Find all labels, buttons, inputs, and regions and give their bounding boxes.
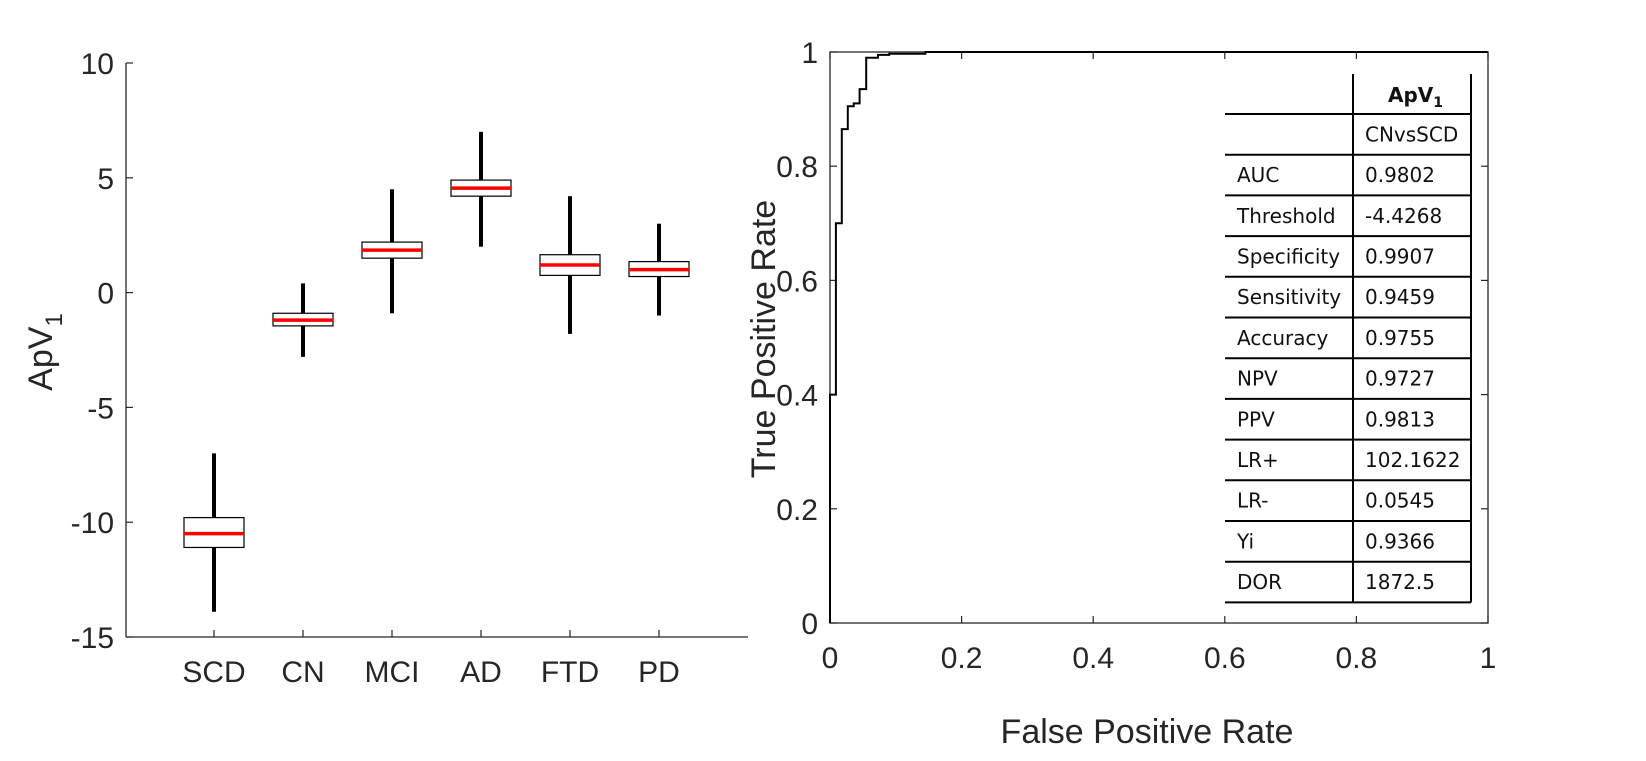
metrics-table-row-value: 102.1622 bbox=[1365, 448, 1460, 472]
box-plot-ticks: 10 5 0 -5 -10 -15 SCD CN MCI AD FTD PD bbox=[71, 48, 680, 689]
box-plot-marks bbox=[183, 131, 690, 612]
box-plot-y-tick-label: -5 bbox=[87, 392, 114, 425]
metrics-table-row-label: NPV bbox=[1237, 367, 1278, 391]
metrics-table-row-label: Accuracy bbox=[1237, 326, 1328, 350]
box-pd bbox=[628, 223, 690, 316]
metrics-table-row-value: 0.9366 bbox=[1365, 529, 1435, 553]
box-scd bbox=[183, 453, 245, 612]
roc-x-tick-label: 0.8 bbox=[1336, 642, 1378, 675]
roc-plot-ticks: 0 0.2 0.4 0.6 0.8 1 0 0.2 0.4 0.6 0.8 1 bbox=[776, 37, 1496, 675]
roc-y-tick-label: 0.6 bbox=[776, 265, 818, 298]
roc-plot-x-axis-label: False Positive Rate bbox=[1001, 713, 1294, 751]
roc-x-tick-label: 0 bbox=[822, 642, 839, 675]
box-plot-y-axis-label-subscript: 1 bbox=[41, 313, 68, 326]
box-plot-y-tick-label: 5 bbox=[97, 163, 114, 196]
roc-plot: 0 0.2 0.4 0.6 0.8 1 0 0.2 0.4 0.6 0.8 1 False Posit… bbox=[745, 37, 1496, 751]
box-plot-y-tick-label: -10 bbox=[71, 507, 114, 540]
box-plot-x-tick-label: CN bbox=[281, 656, 324, 689]
metrics-table-subheader: CNvsSCD bbox=[1365, 122, 1458, 146]
metrics-table-row-label: Specificity bbox=[1237, 244, 1340, 268]
metrics-table-row-label: AUC bbox=[1237, 163, 1279, 187]
metrics-table-row-label: PPV bbox=[1237, 407, 1275, 431]
metrics-table-header-subscript: 1 bbox=[1433, 95, 1443, 111]
metrics-table-row-label: Sensitivity bbox=[1237, 285, 1341, 309]
metrics-table-row-value: 0.9459 bbox=[1365, 285, 1435, 309]
roc-x-tick-label: 0.6 bbox=[1204, 642, 1246, 675]
box-cn bbox=[272, 283, 334, 357]
metrics-table-row-value: 1872.5 bbox=[1365, 570, 1435, 594]
metrics-table-background bbox=[1225, 74, 1471, 603]
roc-y-tick-label: 0.4 bbox=[776, 380, 818, 413]
metrics-table-header-main: ApV bbox=[1388, 83, 1434, 107]
roc-curve bbox=[829, 51, 1488, 623]
metrics-table-row-label: Threshold bbox=[1236, 204, 1336, 228]
metrics-table: ApV1 CNvsSCD AUC 0.9802 Threshold -4.4268 Spec… bbox=[1225, 74, 1472, 604]
box-plot-y-axis-label-main: ApV bbox=[22, 326, 60, 391]
metrics-table-row-value: -4.4268 bbox=[1365, 204, 1442, 228]
roc-y-tick-label: 0.8 bbox=[776, 151, 818, 184]
metrics-table-row-value: 0.9813 bbox=[1365, 407, 1435, 431]
metrics-table-row-value: 0.9907 bbox=[1365, 244, 1435, 268]
metrics-table-row-value: 0.9727 bbox=[1365, 367, 1435, 391]
roc-x-tick-label: 0.2 bbox=[941, 642, 983, 675]
metrics-table-row-label: Yi bbox=[1236, 529, 1254, 553]
box-plot-y-tick-label: -15 bbox=[71, 622, 114, 655]
metrics-table-row-label: DOR bbox=[1237, 570, 1282, 594]
box-plot-y-axis-label: ApV1 bbox=[22, 313, 68, 391]
box-plot-y-tick-label: 10 bbox=[81, 48, 114, 81]
roc-curve-group bbox=[829, 51, 1488, 623]
box-plot: 10 5 0 -5 -10 -15 SCD CN MCI AD FTD PD ApV1 bbox=[22, 48, 748, 689]
box-plot-x-tick-label: MCI bbox=[365, 656, 420, 689]
box-ftd bbox=[539, 196, 601, 334]
box-ad bbox=[450, 131, 512, 247]
roc-plot-y-axis-label: True Positive Rate bbox=[745, 200, 783, 478]
metrics-table-header: ApV1 bbox=[1388, 83, 1443, 111]
roc-y-tick-label: 0 bbox=[801, 608, 818, 641]
box-plot-x-tick-label: AD bbox=[460, 656, 502, 689]
metrics-table-row-value: 0.9802 bbox=[1365, 163, 1435, 187]
roc-y-tick-label: 0.2 bbox=[776, 494, 818, 527]
metrics-table-row-value: 0.0545 bbox=[1365, 489, 1435, 513]
roc-x-tick-label: 1 bbox=[1480, 642, 1497, 675]
metrics-table-row-label: LR- bbox=[1237, 489, 1268, 513]
metrics-table-row-label: LR+ bbox=[1237, 448, 1279, 472]
roc-x-tick-label: 0.4 bbox=[1072, 642, 1114, 675]
box-plot-axes bbox=[125, 63, 748, 638]
metrics-table-row-value: 0.9755 bbox=[1365, 326, 1435, 350]
box-plot-x-tick-label: PD bbox=[638, 656, 680, 689]
box-mci bbox=[361, 189, 423, 314]
box-plot-x-tick-label: SCD bbox=[182, 656, 245, 689]
box-plot-x-tick-label: FTD bbox=[541, 656, 599, 689]
box-plot-y-tick-label: 0 bbox=[97, 278, 114, 311]
roc-y-tick-label: 1 bbox=[801, 37, 818, 70]
